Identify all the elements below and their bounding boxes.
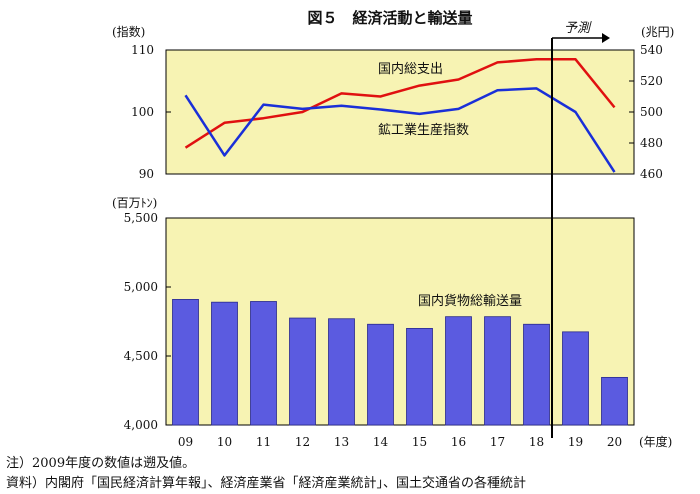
freight-bar [211, 301, 238, 426]
x-category-label: 12 [295, 435, 310, 449]
x-category-label: 16 [451, 435, 466, 449]
right-axis-tick-label: 460 [640, 167, 663, 181]
freight-bar [250, 301, 277, 426]
freight-bar [445, 316, 472, 426]
right-axis-unit: (兆円) [641, 25, 674, 39]
x-axis-unit: (年度) [639, 434, 672, 449]
note-line-1: 注）2009年度の数値は遡及値。 [6, 456, 196, 471]
freight-bar [601, 376, 628, 426]
production-index-series-line [184, 87, 616, 173]
freight-bar [367, 323, 394, 426]
bar-axis-tick-label: 5,500 [124, 211, 158, 225]
x-category-label: 11 [256, 435, 271, 449]
freight-bar [484, 316, 511, 426]
source-line: 資料）内閣府「国民経済計算年報」、経済産業省「経済産業統計」、国土交通省の各種統… [6, 476, 527, 491]
x-category-label: 14 [373, 435, 389, 449]
forecast-arrow-head [602, 33, 610, 43]
bar-axis-tick-label: 4,500 [124, 349, 158, 363]
right-axis-tick-label: 520 [640, 74, 663, 88]
bar-axis-tick-label: 4,000 [124, 418, 158, 432]
x-category-label: 15 [412, 435, 427, 449]
freight-bar [328, 318, 355, 426]
gdp-series-label: 国内総支出 [378, 61, 443, 77]
production-index-series-label: 鉱工業生産指数 [378, 122, 469, 138]
right-axis-tick-label: 540 [640, 43, 663, 57]
x-category-label: 18 [529, 435, 544, 449]
x-category-label: 19 [568, 435, 583, 449]
left-axis-tick-label: 110 [131, 43, 154, 57]
freight-bar [523, 323, 550, 426]
chart-title: 図５ 経済活動と輸送量 [307, 9, 472, 27]
x-category-label: 10 [217, 435, 232, 449]
left-axis-unit: (指数) [112, 24, 145, 39]
x-category-label: 17 [490, 435, 505, 449]
left-axis-tick-label: 100 [131, 105, 154, 119]
freight-bar [562, 331, 589, 426]
freight-bar [172, 299, 199, 426]
freight-bar [406, 327, 433, 426]
right-axis-tick-label: 480 [640, 136, 663, 150]
x-category-label: 20 [607, 435, 622, 449]
x-category-label: 13 [334, 435, 349, 449]
bar-axis-unit: (百万ﾄﾝ) [112, 196, 157, 210]
bar-axis-tick-label: 5,000 [124, 280, 158, 294]
freight-series-label: 国内貨物総輸送量 [418, 293, 522, 309]
x-category-label: 09 [178, 435, 193, 449]
forecast-label: 予測 [564, 21, 592, 36]
right-axis-tick-label: 500 [640, 105, 663, 119]
bar-plot-area [165, 217, 635, 426]
left-axis-tick-label: 90 [139, 167, 154, 181]
gdp-series-line [184, 58, 616, 149]
freight-bar [289, 317, 316, 426]
